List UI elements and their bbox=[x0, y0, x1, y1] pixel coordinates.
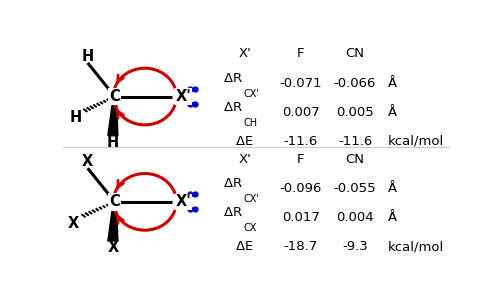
Polygon shape bbox=[108, 202, 118, 241]
Text: Å: Å bbox=[388, 182, 397, 195]
Text: -18.7: -18.7 bbox=[284, 240, 318, 253]
Text: CH: CH bbox=[244, 118, 258, 128]
Text: $\Delta$E: $\Delta$E bbox=[236, 240, 254, 253]
Text: -0.071: -0.071 bbox=[280, 77, 322, 90]
Text: CN: CN bbox=[346, 47, 364, 61]
Text: H: H bbox=[107, 135, 119, 150]
Text: $\Delta$R: $\Delta$R bbox=[223, 101, 242, 114]
Text: -11.6: -11.6 bbox=[338, 135, 372, 148]
Text: C: C bbox=[110, 89, 120, 104]
Text: Å: Å bbox=[388, 77, 397, 90]
Text: F: F bbox=[297, 153, 304, 166]
Text: -9.3: -9.3 bbox=[342, 240, 368, 253]
Text: $\Delta$R: $\Delta$R bbox=[223, 206, 242, 219]
Text: CX: CX bbox=[244, 223, 257, 233]
Text: $\Delta$R: $\Delta$R bbox=[223, 72, 242, 85]
Text: Å: Å bbox=[388, 211, 397, 224]
Text: -0.096: -0.096 bbox=[280, 182, 322, 195]
Text: X': X' bbox=[176, 194, 192, 209]
Text: -11.6: -11.6 bbox=[284, 135, 318, 148]
Text: -0.066: -0.066 bbox=[334, 77, 376, 90]
Polygon shape bbox=[108, 97, 118, 136]
Text: X: X bbox=[82, 154, 94, 169]
Text: CN: CN bbox=[346, 153, 364, 166]
Text: X: X bbox=[107, 240, 118, 255]
Text: C: C bbox=[110, 194, 120, 209]
Text: X: X bbox=[68, 216, 79, 231]
Text: CX': CX' bbox=[244, 194, 260, 204]
Text: F: F bbox=[297, 47, 304, 61]
Text: $\Delta$R: $\Delta$R bbox=[223, 177, 242, 190]
Text: X': X' bbox=[238, 153, 251, 166]
Text: H: H bbox=[82, 49, 94, 64]
Text: H: H bbox=[69, 110, 82, 125]
Text: 0.004: 0.004 bbox=[336, 211, 374, 224]
Text: Å: Å bbox=[388, 106, 397, 119]
Text: kcal/mol: kcal/mol bbox=[388, 135, 444, 148]
Text: -0.055: -0.055 bbox=[334, 182, 376, 195]
Text: $\Delta$E: $\Delta$E bbox=[236, 135, 254, 148]
Text: 0.017: 0.017 bbox=[282, 211, 320, 224]
Text: X': X' bbox=[176, 89, 192, 104]
Text: X': X' bbox=[238, 47, 251, 61]
Text: CX': CX' bbox=[244, 89, 260, 99]
Text: 0.007: 0.007 bbox=[282, 106, 320, 119]
Text: 0.005: 0.005 bbox=[336, 106, 374, 119]
Text: kcal/mol: kcal/mol bbox=[388, 240, 444, 253]
